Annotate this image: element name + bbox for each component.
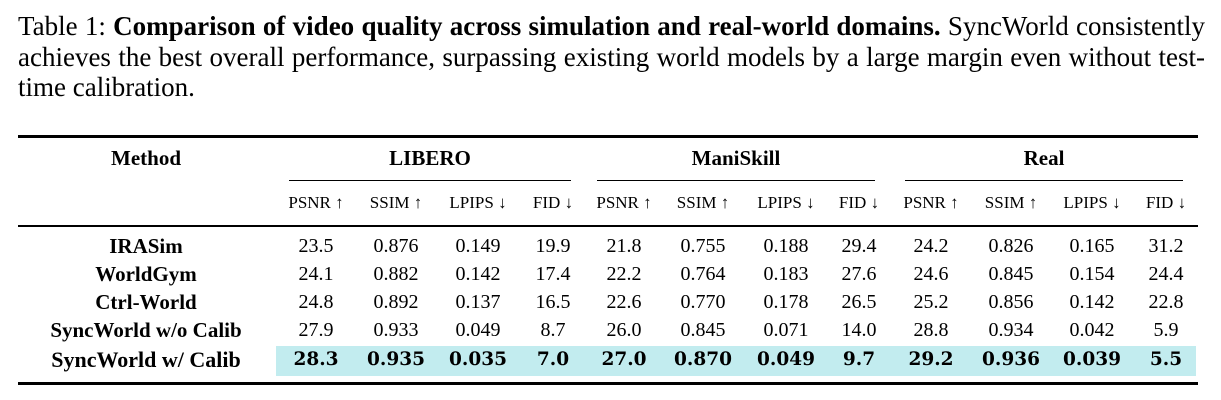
table-cell: 0.039 (1063, 349, 1121, 370)
table-cell: 0.933 (373, 319, 419, 341)
top-rule (18, 135, 1198, 138)
metric-header: SSIM ↑ (676, 193, 730, 212)
table-cell: 0.755 (680, 235, 726, 257)
table-cell: 22.2 (606, 263, 642, 285)
metric-header: PSNR ↑ (903, 193, 959, 212)
metric-header: PSNR ↑ (288, 193, 344, 212)
table-cell: 0.142 (1069, 291, 1115, 313)
method-name: Ctrl-World (95, 290, 197, 314)
table-cell: 28.8 (913, 319, 949, 341)
table-cell: 0.882 (373, 263, 419, 285)
metric-header: FID ↓ (838, 193, 880, 212)
table-cell: 22.8 (1148, 291, 1184, 313)
table-cell: 0.845 (680, 319, 726, 341)
table-cell: 0.049 (455, 319, 501, 341)
table-cell: 0.876 (373, 235, 419, 257)
caption-prefix: Table 1: (18, 11, 114, 41)
table-cell: 0.870 (674, 349, 732, 370)
table-cell: 0.165 (1069, 235, 1115, 257)
table-cell: 0.071 (763, 319, 809, 341)
table-cell: 0.154 (1069, 263, 1115, 285)
group-header-maniskill: ManiSkill (691, 146, 781, 170)
table-row: IRASim 23.5 0.876 0.149 19.9 21.8 0.755 0.188 29… (0, 232, 1221, 260)
table-cell: 0.845 (988, 263, 1034, 285)
group-header-libero: LIBERO (389, 146, 471, 170)
table-cell: 0.042 (1069, 319, 1115, 341)
table-cell: 0.770 (680, 291, 726, 313)
group-underline-maniskill (597, 180, 875, 181)
table-cell: 24.1 (298, 263, 334, 285)
table-cell: 17.4 (535, 263, 571, 285)
group-underline-libero (289, 180, 571, 181)
table-row: SyncWorld w/o Calib 27.9 0.933 0.049 8.7 26.0… (0, 316, 1221, 344)
table-caption: Table 1: Comparison of video quality acr… (18, 11, 1205, 103)
table-cell: 24.2 (913, 235, 949, 257)
table-cell: 0.049 (757, 349, 815, 370)
table-cell: 0.149 (455, 235, 501, 257)
table-cell: 25.2 (913, 291, 949, 313)
table-cell: 27.6 (841, 263, 877, 285)
metric-header: LPIPS ↓ (1063, 193, 1121, 212)
metric-header: PSNR ↑ (596, 193, 652, 212)
table-cell: 27.0 (601, 349, 647, 370)
metric-header: LPIPS ↓ (449, 193, 507, 212)
method-name: SyncWorld w/o Calib (50, 318, 242, 342)
table-row: Ctrl-World 24.8 0.892 0.137 16.5 22.6 0.770 0.1… (0, 288, 1221, 316)
caption-rest: SyncWorld consistently achieves the best… (18, 11, 1206, 102)
table-cell: 22.6 (606, 291, 642, 313)
table-cell: 0.934 (988, 319, 1034, 341)
table-cell: 24.4 (1148, 263, 1184, 285)
method-name: WorldGym (95, 262, 197, 286)
table-cell: 23.5 (298, 235, 334, 257)
method-name: IRASim (109, 234, 183, 258)
group-underline-real (905, 180, 1183, 181)
method-name: SyncWorld w/ Calib (51, 347, 241, 372)
table-cell: 0.183 (763, 263, 809, 285)
table-cell: 8.7 (540, 319, 566, 341)
table-row: WorldGym 24.1 0.882 0.142 17.4 22.2 0.764 0.183… (0, 260, 1221, 288)
best-row-highlight (276, 346, 1196, 376)
table-cell: 29.2 (908, 349, 954, 370)
table-cell: 31.2 (1148, 235, 1184, 257)
metric-header: SSIM ↑ (984, 193, 1038, 212)
bottom-rule (18, 382, 1198, 385)
table-cell: 0.188 (763, 235, 809, 257)
table-cell: 0.764 (680, 263, 726, 285)
table-cell: 0.178 (763, 291, 809, 313)
table-cell: 0.892 (373, 291, 419, 313)
metric-header: FID ↓ (1145, 193, 1187, 212)
table-cell: 0.936 (982, 349, 1040, 370)
table-cell: 9.7 (842, 349, 876, 370)
table-cell: 0.826 (988, 235, 1034, 257)
table-cell: 29.4 (841, 235, 877, 257)
table-cell: 27.9 (298, 319, 334, 341)
table-cell: 19.9 (535, 235, 571, 257)
group-header-real: Real (1023, 146, 1065, 170)
table-cell: 26.0 (606, 319, 642, 341)
metric-header: FID ↓ (532, 193, 574, 212)
table-cell: 0.935 (367, 349, 425, 370)
table-cell: 28.3 (293, 349, 339, 370)
caption-bold: Comparison of video quality across simul… (113, 11, 941, 41)
table-cell: 7.0 (536, 349, 570, 370)
table-cell: 0.137 (455, 291, 501, 313)
metric-header: LPIPS ↓ (757, 193, 815, 212)
table-cell: 24.8 (298, 291, 334, 313)
table-cell: 5.5 (1149, 349, 1183, 370)
table-cell: 24.6 (913, 263, 949, 285)
metric-header: SSIM ↑ (369, 193, 423, 212)
mid-rule (18, 225, 1198, 227)
method-header: Method (111, 146, 181, 170)
table-row: SyncWorld w/ Calib 28.3 0.935 0.035 7.0 27.0 0… (0, 346, 1221, 374)
table-cell: 0.856 (988, 291, 1034, 313)
table-cell: 0.035 (449, 349, 507, 370)
table-cell: 0.142 (455, 263, 501, 285)
table-cell: 5.9 (1153, 319, 1179, 341)
table-cell: 14.0 (841, 319, 877, 341)
table-cell: 26.5 (841, 291, 877, 313)
table-cell: 16.5 (535, 291, 571, 313)
table-cell: 21.8 (606, 235, 642, 257)
